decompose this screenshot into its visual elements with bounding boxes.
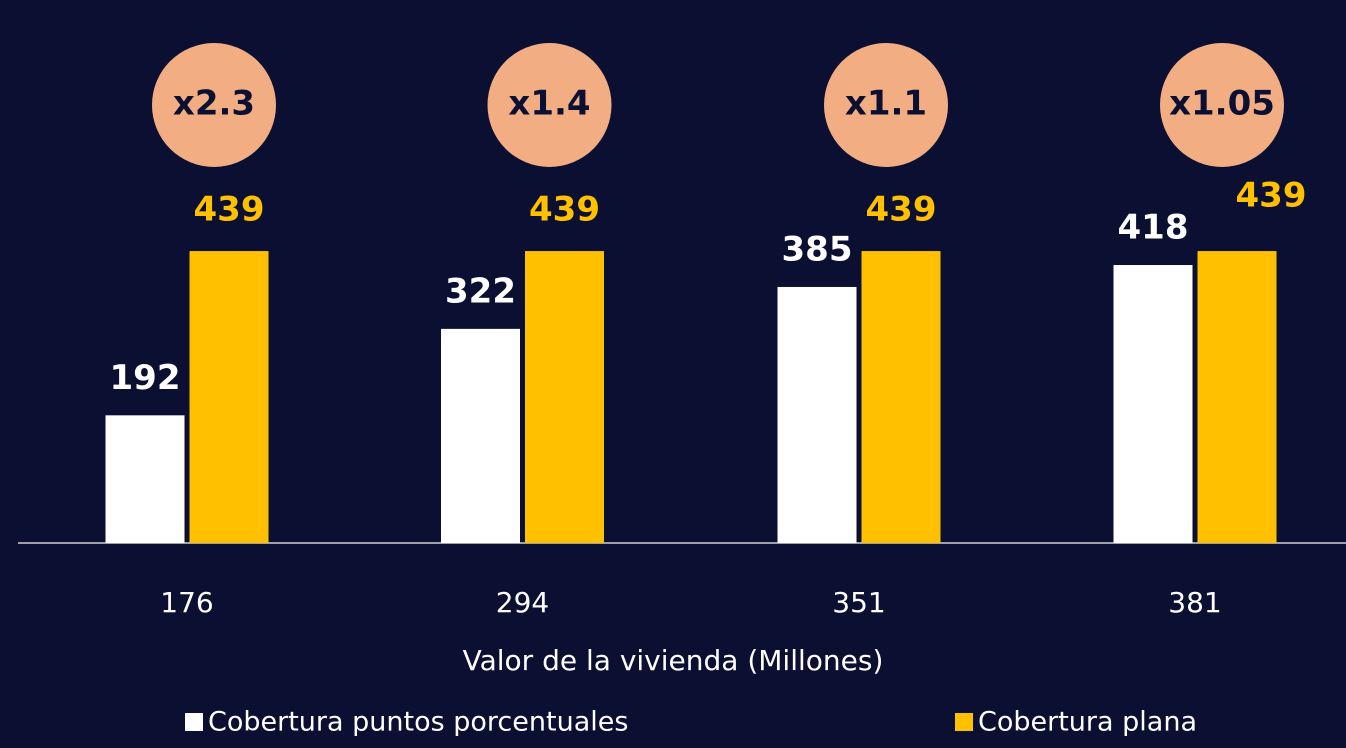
bar: [189, 251, 269, 543]
bar: [861, 251, 941, 543]
value-label: 418: [1118, 208, 1189, 248]
value-label: 192: [110, 358, 181, 398]
legend-swatch: [955, 713, 973, 731]
x-tick-label: 176: [160, 586, 213, 619]
x-tick-label: 381: [1168, 586, 1221, 619]
bar: [105, 415, 185, 543]
x-tick-label: 351: [832, 586, 885, 619]
bar: [441, 328, 520, 543]
bar: [1197, 251, 1277, 543]
value-label: 439: [194, 190, 265, 230]
x-axis-title: Valor de la vivienda (Millones): [463, 644, 884, 677]
value-label: 385: [782, 229, 853, 269]
annotation-badge: [487, 43, 612, 167]
annotation: x2.3: [173, 84, 255, 124]
legend-label: Cobertura puntos porcentuales: [208, 707, 628, 738]
legend-swatch: [185, 713, 203, 731]
value-label: 439: [1236, 176, 1307, 216]
annotation-badge: [1160, 43, 1284, 167]
bar: [525, 251, 604, 543]
annotation: x1.4: [508, 84, 590, 124]
annotation-badge: [824, 43, 948, 167]
bar: [1113, 265, 1193, 543]
annotation: x1.05: [1169, 84, 1275, 124]
bar: [777, 286, 857, 543]
value-label: 439: [529, 190, 600, 230]
annotation-badge: [152, 43, 276, 167]
value-label: 439: [866, 190, 937, 230]
value-label: 322: [445, 271, 516, 311]
x-tick-label: 294: [496, 586, 549, 619]
annotation: x1.1: [845, 84, 927, 124]
legend-label: Cobertura plana: [978, 707, 1197, 738]
